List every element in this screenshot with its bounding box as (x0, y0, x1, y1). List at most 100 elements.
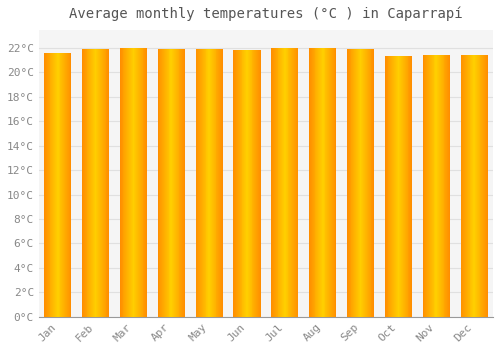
Bar (82, 49, 83, 317)
Bar (158, 49, 160, 317)
Bar (295, 48, 296, 317)
Bar (311, 48, 312, 317)
Bar (436, 55, 437, 317)
Bar (446, 55, 447, 317)
Bar (404, 56, 405, 317)
Bar (434, 55, 436, 317)
Bar (396, 56, 398, 317)
Bar (246, 50, 247, 317)
Bar (402, 56, 403, 317)
Bar (122, 48, 124, 317)
Bar (391, 56, 392, 317)
Bar (390, 56, 391, 317)
Bar (439, 55, 440, 317)
Bar (63, 53, 64, 317)
Bar (146, 48, 147, 317)
Bar (437, 55, 438, 317)
Bar (355, 49, 356, 317)
Bar (55, 53, 56, 317)
Bar (201, 49, 202, 317)
Bar (220, 49, 221, 317)
Bar (104, 49, 106, 317)
Bar (286, 48, 288, 317)
Bar (202, 49, 203, 317)
Bar (163, 49, 164, 317)
Bar (100, 49, 101, 317)
Bar (449, 55, 450, 317)
Bar (54, 53, 55, 317)
Bar (214, 49, 216, 317)
Bar (259, 50, 260, 317)
Bar (247, 50, 248, 317)
Bar (255, 50, 256, 317)
Bar (210, 49, 211, 317)
Bar (349, 49, 350, 317)
Bar (106, 49, 108, 317)
Bar (92, 49, 93, 317)
Bar (274, 48, 275, 317)
Bar (400, 56, 401, 317)
Bar (314, 48, 316, 317)
Bar (199, 49, 200, 317)
Bar (273, 48, 274, 317)
Bar (162, 49, 163, 317)
Bar (240, 50, 242, 317)
Bar (124, 48, 126, 317)
Bar (309, 48, 310, 317)
Bar (357, 49, 358, 317)
Bar (44, 53, 45, 317)
Bar (67, 53, 68, 317)
Bar (294, 48, 295, 317)
Bar (56, 53, 57, 317)
Bar (132, 48, 134, 317)
Bar (474, 55, 475, 317)
Bar (348, 49, 349, 317)
Bar (86, 49, 88, 317)
Bar (320, 48, 321, 317)
Bar (401, 56, 402, 317)
Bar (395, 56, 396, 317)
Bar (442, 55, 444, 317)
Bar (480, 55, 482, 317)
Bar (174, 49, 175, 317)
Bar (53, 53, 54, 317)
Bar (271, 48, 272, 317)
Bar (173, 49, 174, 317)
Bar (386, 56, 388, 317)
Bar (165, 49, 166, 317)
Bar (98, 49, 99, 317)
Bar (312, 48, 314, 317)
Bar (235, 50, 236, 317)
Bar (248, 50, 249, 317)
Bar (362, 49, 364, 317)
Bar (347, 49, 348, 317)
Bar (360, 49, 362, 317)
Bar (234, 50, 235, 317)
Bar (180, 49, 182, 317)
Bar (140, 48, 141, 317)
Bar (354, 49, 355, 317)
Bar (175, 49, 176, 317)
Bar (465, 55, 466, 317)
Bar (429, 55, 430, 317)
Bar (144, 48, 146, 317)
Bar (403, 56, 404, 317)
Bar (48, 53, 50, 317)
Bar (83, 49, 84, 317)
Bar (467, 55, 468, 317)
Bar (136, 48, 137, 317)
Bar (408, 56, 410, 317)
Bar (447, 55, 448, 317)
Bar (422, 55, 424, 317)
Bar (428, 55, 429, 317)
Bar (350, 49, 352, 317)
Bar (487, 55, 488, 317)
Bar (96, 49, 98, 317)
Bar (324, 48, 326, 317)
Bar (293, 48, 294, 317)
Bar (57, 53, 58, 317)
Bar (196, 49, 198, 317)
Bar (254, 50, 255, 317)
Bar (278, 48, 280, 317)
Bar (358, 49, 360, 317)
